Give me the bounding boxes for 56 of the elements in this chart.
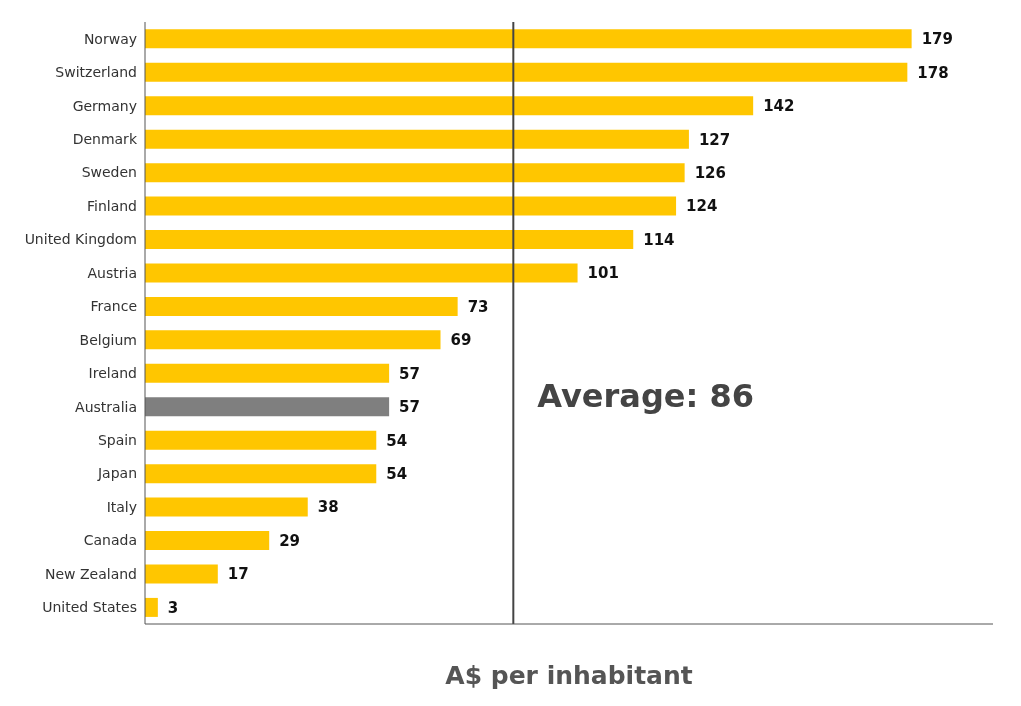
bar [145,464,377,484]
y-tick-label: Germany [72,97,137,114]
ref-line-label: Average: 86 [537,377,754,416]
data-label: 54 [386,431,408,450]
data-label: 73 [467,297,489,316]
data-label: 29 [279,531,301,550]
bar [145,296,458,316]
y-tick-label: Ireland [88,365,137,382]
bar [145,430,377,450]
data-label: 124 [686,197,718,216]
data-label: 179 [921,30,953,49]
y-tick-label: United Kingdom [24,231,137,248]
data-label: 54 [386,464,408,483]
y-tick-label: Italy [106,498,137,515]
data-label: 101 [587,264,619,283]
y-tick-label: New Zealand [45,565,137,582]
y-tick-label: Canada [83,532,137,549]
y-tick-label: Australia [75,398,137,415]
bar [145,163,685,183]
bar [145,129,689,149]
data-label: 3 [167,598,179,617]
x-axis-title: A$ per inhabitant [445,661,693,690]
bar [145,62,908,82]
data-label: 57 [399,398,420,417]
data-label: 127 [698,130,731,149]
y-tick-label: Denmark [72,131,138,148]
bar [145,29,912,49]
bar [145,196,677,216]
y-tick-label: Finland [86,197,137,214]
y-tick-label: Sweden [81,164,137,181]
data-label: 126 [694,163,726,182]
y-tick-label: United States [42,599,137,616]
bar [145,597,158,617]
data-label: 17 [227,565,249,584]
y-tick-label: Austria [87,264,137,281]
data-label: 142 [763,97,795,116]
bar [145,263,578,283]
y-tick-label: Norway [83,30,137,47]
bar [145,330,441,350]
data-label: 38 [317,498,339,517]
y-tick-label: Japan [96,465,137,482]
y-tick-label: Spain [97,432,137,449]
data-label: 178 [917,63,949,82]
data-label: 57 [399,364,420,383]
bar [145,531,270,551]
bar [145,397,390,417]
bar [145,230,634,250]
bar [145,96,754,116]
y-tick-label: Belgium [79,331,137,348]
data-label: 114 [643,230,675,249]
bar [145,363,390,383]
bar [145,564,218,584]
data-label: 69 [450,331,472,350]
y-tick-label: France [90,298,137,315]
bar [145,497,308,517]
y-tick-label: Switzerland [55,64,137,81]
